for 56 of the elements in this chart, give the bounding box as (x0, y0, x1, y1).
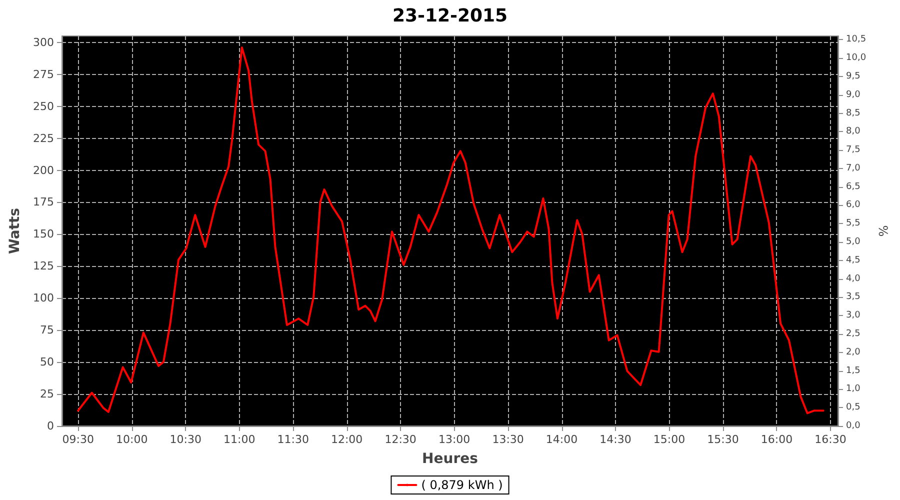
x-tick-label: 13:30 (492, 433, 524, 446)
y2-axis-title: % (876, 225, 890, 237)
y2-tick-label: 7,0 (846, 163, 861, 174)
y-tick-label: 250 (33, 100, 54, 113)
y2-tick-label: 8,0 (846, 126, 861, 137)
x-tick-label: 10:00 (116, 433, 148, 446)
y2-tick-label: 2,5 (846, 329, 860, 340)
y2-tick-label: 6,5 (846, 182, 860, 192)
x-tick-label: 12:00 (330, 433, 363, 446)
x-tick-label: 09:30 (62, 433, 94, 446)
x-tick-label: 16:30 (814, 433, 846, 446)
y2-tick-label: 6,0 (846, 200, 861, 210)
y-tick-label: 100 (33, 292, 54, 305)
y2-tick-label: 3,0 (846, 310, 861, 321)
x-tick-label: 10:30 (170, 433, 202, 446)
y-tick-label: 150 (33, 228, 54, 241)
x-tick-label: 13:00 (438, 433, 470, 446)
y2-tick-label: 1,5 (846, 366, 860, 376)
y2-tick-label: 10,0 (846, 53, 866, 64)
x-tick-label: 16:00 (760, 433, 793, 446)
x-tick-label: 15:00 (653, 433, 686, 446)
y-tick-label: 25 (40, 388, 54, 401)
line-series (77, 46, 824, 414)
y-tick-label: 275 (33, 68, 54, 81)
y-tick-label: 125 (33, 260, 54, 273)
y2-tick-label: 8,5 (846, 108, 860, 118)
y2-tick-label: 9,5 (846, 71, 860, 82)
y2-tick-label: 2,0 (846, 347, 861, 358)
x-tick-label: 12:30 (384, 433, 416, 446)
y2-tick-label: 4,0 (846, 274, 861, 284)
y-tick-label: 0 (47, 420, 54, 432)
y-tick-label: 200 (33, 164, 54, 177)
y2-tick-label: 10,5 (846, 34, 866, 45)
y-tick-label: 225 (33, 132, 54, 145)
y2-tick-label: 5,0 (846, 237, 861, 248)
y2-tick-label: 0,5 (846, 402, 860, 413)
x-tick-label: 11:30 (277, 433, 309, 446)
y-tick-label: 75 (40, 324, 54, 337)
y-tick-label: 50 (40, 356, 54, 369)
y2-tick-label: 4,5 (846, 255, 860, 266)
y-tick-label: 300 (33, 36, 54, 49)
x-tick-label: 11:00 (223, 433, 256, 446)
legend-label: ( 0,879 kWh ) (421, 478, 503, 492)
x-tick-label: 14:30 (600, 433, 632, 446)
x-tick-label: 14:00 (546, 433, 578, 446)
x-axis-title: Heures (422, 451, 478, 467)
y2-tick-label: 0,0 (846, 421, 861, 431)
y2-tick-label: 5,5 (846, 218, 860, 229)
y-axis-title: Watts (7, 208, 24, 254)
y2-tick-label: 7,5 (846, 145, 860, 156)
x-tick-label: 15:30 (707, 433, 739, 446)
y2-tick-label: 3,5 (846, 292, 860, 302)
chart-title: 23-12-2015 (392, 6, 508, 26)
y2-tick-label: 1,0 (846, 384, 861, 394)
y2-tick-label: 9,0 (846, 90, 861, 100)
y-tick-label: 175 (33, 196, 54, 209)
